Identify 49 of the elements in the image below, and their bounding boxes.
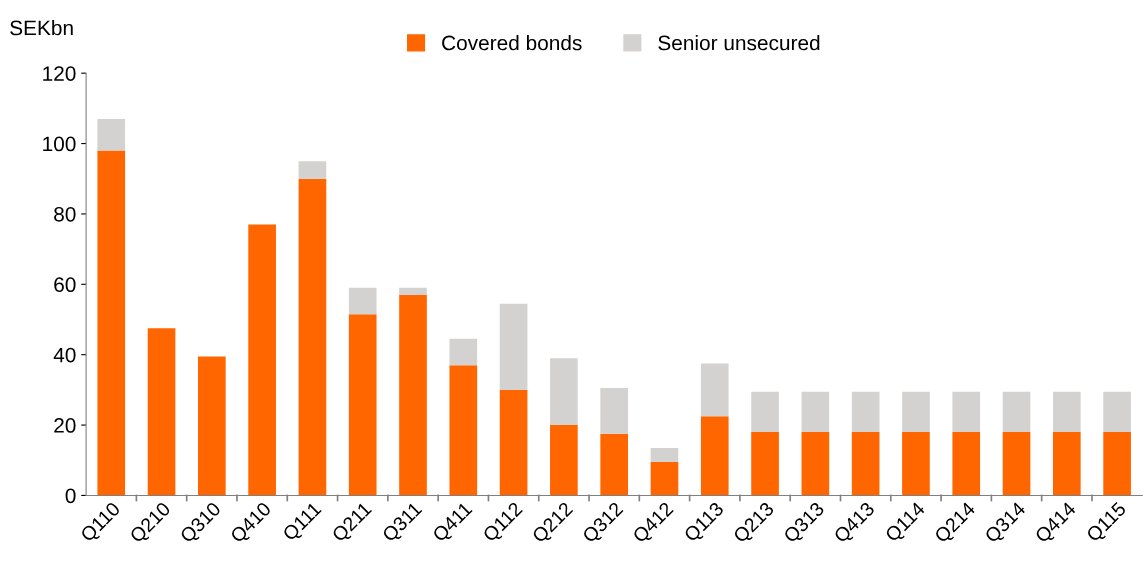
bar xyxy=(399,287,427,295)
bar xyxy=(1002,432,1031,496)
bar xyxy=(499,389,528,496)
y-tick-label: 0 xyxy=(65,488,76,504)
y-tick-label: 100 xyxy=(43,136,76,152)
bar xyxy=(952,391,981,433)
bar xyxy=(1052,432,1081,496)
bar xyxy=(298,178,327,496)
bar xyxy=(449,365,478,496)
y-tick-label: 40 xyxy=(53,347,76,363)
bar xyxy=(801,432,830,496)
bar xyxy=(902,391,930,433)
bar xyxy=(1103,391,1131,433)
bar xyxy=(550,358,578,426)
bar xyxy=(801,391,830,433)
bar xyxy=(348,314,377,496)
legend-label: Covered bonds xyxy=(442,35,582,51)
bar xyxy=(1002,391,1031,433)
bar xyxy=(1103,432,1131,496)
y-axis-title: SEKbn xyxy=(10,19,73,36)
bar xyxy=(650,447,679,463)
bar xyxy=(1052,391,1081,433)
bar xyxy=(751,391,779,433)
bar xyxy=(550,425,578,496)
y-tick-label: 80 xyxy=(54,206,76,222)
bar xyxy=(449,338,478,366)
bar xyxy=(851,391,880,433)
bar xyxy=(751,432,779,496)
y-tick-label: 120 xyxy=(43,66,76,81)
bar xyxy=(650,462,679,496)
bar xyxy=(952,432,981,496)
legend-label: Senior unsecured xyxy=(658,35,820,51)
bar xyxy=(499,303,528,390)
bar xyxy=(600,388,629,434)
bar xyxy=(298,161,327,179)
bar xyxy=(851,432,880,496)
bar xyxy=(600,433,629,496)
bar xyxy=(348,287,377,315)
bar xyxy=(700,416,729,496)
bar xyxy=(700,363,729,417)
bar xyxy=(902,432,930,496)
bar xyxy=(147,328,176,496)
y-tick-label: 20 xyxy=(54,418,76,433)
bar xyxy=(97,150,126,496)
y-tick-label: 60 xyxy=(54,277,76,293)
bar xyxy=(399,294,427,496)
bar xyxy=(97,118,126,151)
bar xyxy=(248,224,276,496)
bar xyxy=(198,356,226,496)
